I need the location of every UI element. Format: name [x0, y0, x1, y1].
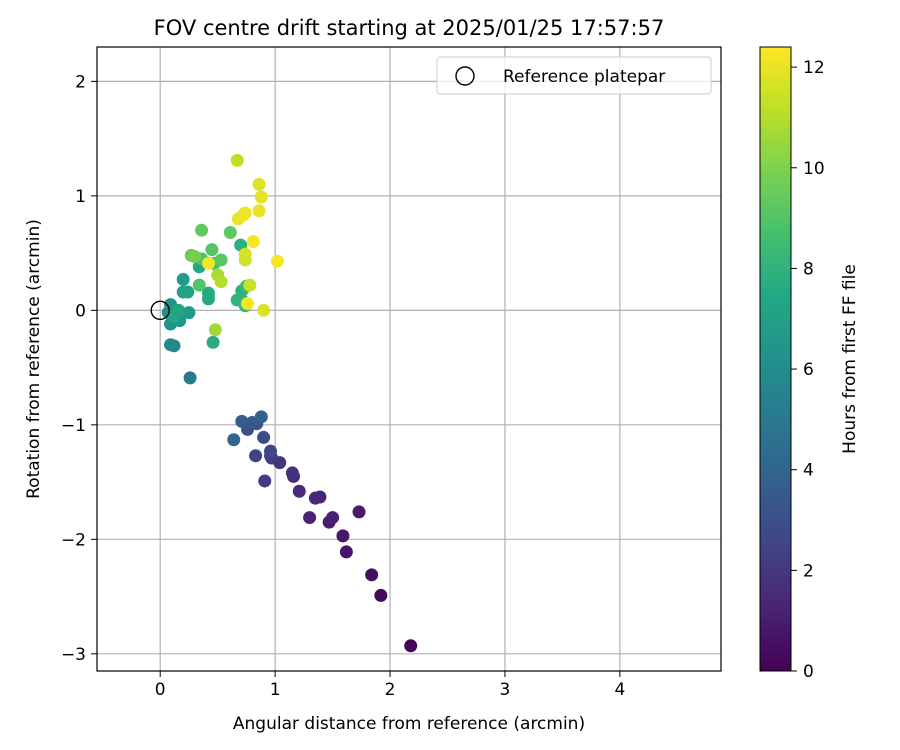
x-axis-label: Angular distance from reference (arcmin) [233, 714, 585, 734]
data-point [223, 225, 237, 239]
data-point [176, 272, 190, 286]
colorbar-tick-label: 0 [803, 662, 814, 682]
data-points [161, 153, 418, 653]
data-point [167, 309, 181, 323]
data-point [252, 177, 266, 191]
y-tick-label: 1 [75, 187, 86, 207]
colorbar-tick-label: 10 [803, 159, 825, 179]
reference-marker-layer [150, 300, 170, 321]
colorbar-tick-label: 12 [803, 58, 825, 78]
y-tick-label: 2 [75, 72, 86, 92]
plot-frame [96, 46, 722, 672]
legend: Reference platepar [436, 56, 712, 95]
data-point [270, 254, 284, 268]
x-tick-label: 1 [270, 680, 281, 700]
data-point [201, 286, 215, 300]
y-tick-label: −3 [61, 645, 86, 665]
y-axis-label: Rotation from reference (arcmin) [24, 219, 44, 499]
data-point [238, 247, 252, 261]
data-point [264, 444, 278, 458]
data-point [195, 223, 209, 237]
data-point [241, 296, 255, 310]
colorbar-tick-label: 2 [803, 561, 814, 581]
data-point [206, 335, 220, 349]
data-point [243, 278, 257, 292]
data-point [352, 505, 366, 519]
x-tick-label: 0 [155, 680, 166, 700]
data-point [182, 306, 196, 320]
y-tick-label: 0 [75, 301, 86, 321]
legend-circle-marker [455, 66, 475, 86]
x-axis-ticks: 0 1 2 3 4 [155, 671, 625, 700]
data-point [183, 371, 197, 385]
y-tick-label: −2 [61, 530, 86, 550]
data-point [292, 484, 306, 498]
data-point [227, 433, 241, 447]
colorbar-tick-label: 6 [803, 360, 814, 380]
data-point [214, 253, 228, 267]
y-tick-label: −1 [61, 416, 86, 436]
data-point [214, 275, 228, 289]
colorbar-tick-label: 4 [803, 461, 814, 481]
colorbar-tick-label: 8 [803, 259, 814, 279]
data-point [285, 466, 299, 480]
data-point [254, 410, 268, 424]
data-point [365, 568, 379, 582]
data-point [230, 153, 244, 167]
reference-platepar-marker [150, 300, 170, 321]
data-point [326, 511, 340, 525]
data-point [308, 491, 322, 505]
data-point [181, 285, 195, 299]
legend-entry-reference-platepar: Reference platepar [503, 67, 665, 87]
colorbar-gradient [759, 46, 792, 672]
x-tick-label: 2 [385, 680, 396, 700]
chart-title: FOV centre drift starting at 2025/01/25 … [154, 16, 665, 40]
data-point [336, 529, 350, 543]
data-point [257, 303, 271, 317]
data-point [188, 250, 202, 264]
data-point [208, 323, 222, 337]
data-point [404, 639, 418, 653]
data-point [235, 414, 249, 428]
data-point [205, 243, 219, 257]
legend-box [436, 56, 712, 95]
x-tick-label: 4 [614, 680, 625, 700]
data-point [164, 338, 178, 352]
data-point [238, 206, 252, 220]
data-point [252, 204, 266, 218]
data-point [303, 511, 317, 525]
data-point [339, 545, 353, 559]
data-point [192, 278, 206, 292]
data-point [249, 449, 263, 463]
grid-lines [97, 47, 721, 671]
colorbar-label: Hours from first FF file [840, 264, 860, 454]
data-point [254, 190, 268, 204]
data-point [201, 256, 215, 270]
data-point [257, 430, 271, 444]
data-point [246, 235, 260, 249]
colorbar: 0 2 4 6 8 10 12 Hours from first FF file [759, 46, 860, 682]
y-axis-ticks: 2 1 0 −1 −2 −3 [61, 72, 97, 665]
x-tick-label: 3 [500, 680, 511, 700]
data-point [258, 474, 272, 488]
data-point [374, 588, 388, 602]
colorbar-ticks: 0 2 4 6 8 10 12 [791, 58, 825, 682]
